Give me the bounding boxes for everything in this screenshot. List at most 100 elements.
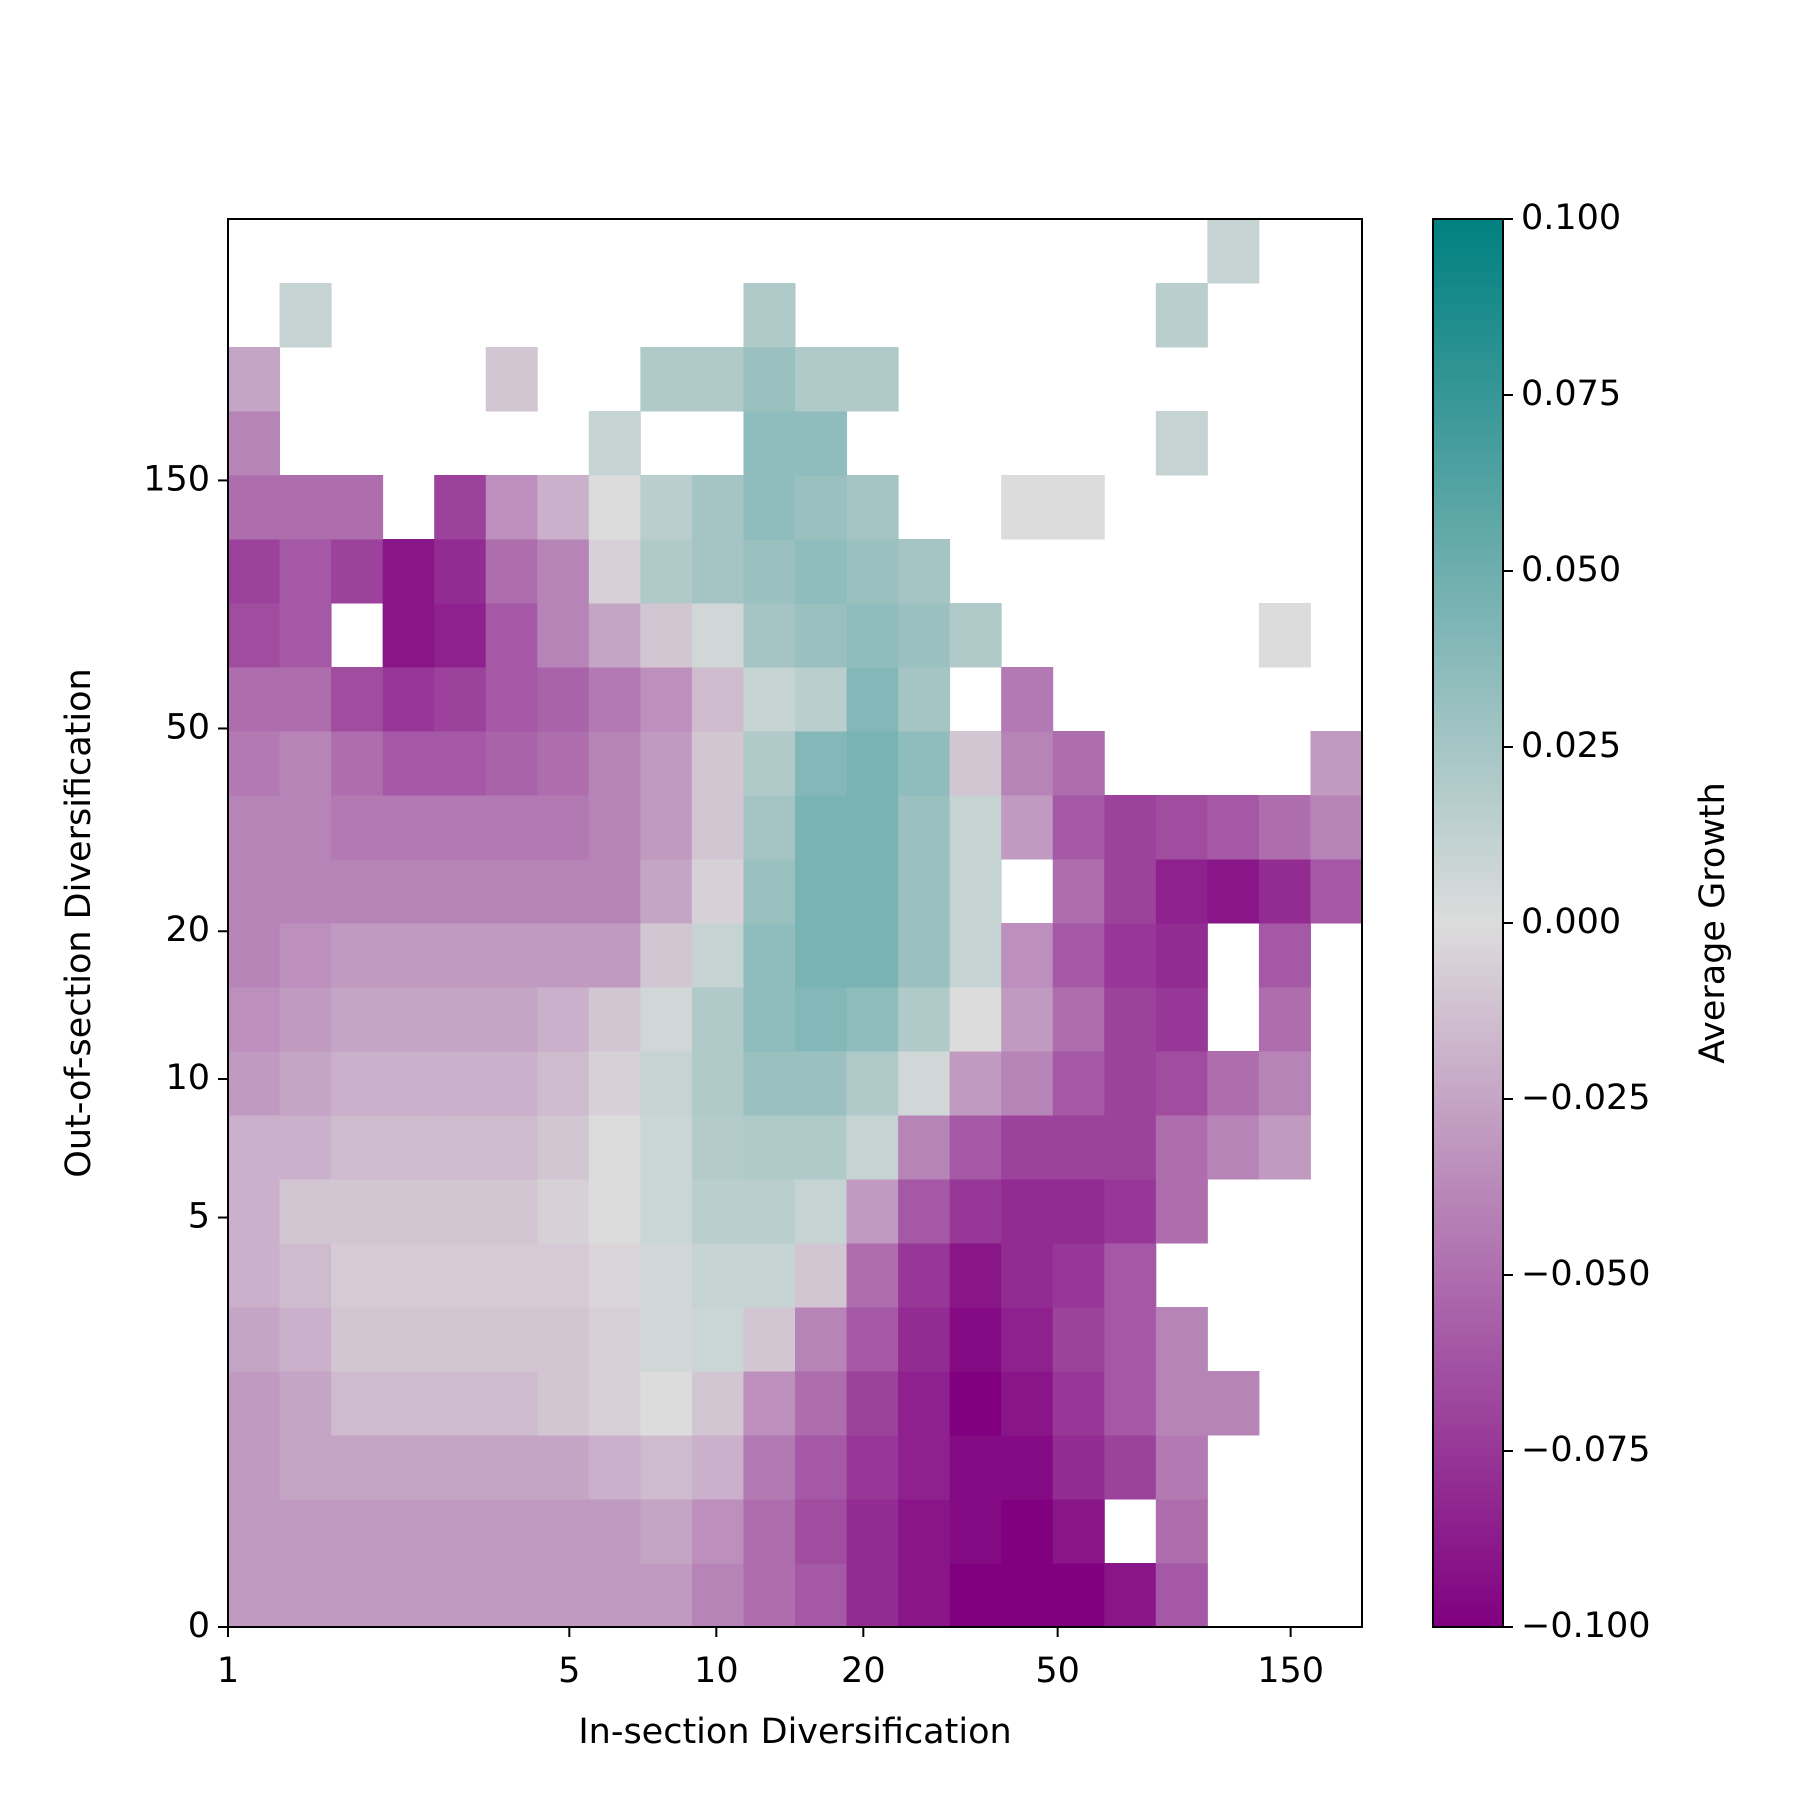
- heatmap-cell: [846, 923, 899, 988]
- heatmap-cell: [537, 1371, 590, 1436]
- heatmap-cell: [1052, 1243, 1105, 1308]
- heatmap-cell: [485, 1435, 538, 1500]
- heatmap-cell: [434, 1499, 487, 1564]
- heatmap-cell: [537, 667, 590, 732]
- heatmap-cell: [1155, 987, 1208, 1052]
- heatmap-cell: [331, 475, 384, 540]
- heatmap-cell: [1207, 219, 1260, 284]
- heatmap-cell: [1207, 1371, 1260, 1436]
- heatmap-cell: [949, 923, 1002, 988]
- heatmap-cell: [846, 1563, 899, 1628]
- heatmap-cell: [382, 1371, 435, 1436]
- heatmap-cell: [691, 731, 744, 796]
- heatmap-cell: [640, 1499, 693, 1564]
- heatmap-cell: [588, 987, 641, 1052]
- heatmap-cell: [331, 1499, 384, 1564]
- heatmap-cell: [1207, 1051, 1260, 1116]
- heatmap-cell: [588, 731, 641, 796]
- heatmap-cell: [279, 795, 332, 860]
- heatmap-cell: [898, 1179, 951, 1244]
- heatmap-cell: [691, 475, 744, 540]
- heatmap-cell: [1207, 1115, 1260, 1180]
- heatmap-cell: [588, 539, 641, 604]
- heatmap-cell: [898, 1243, 951, 1308]
- heatmap-cell: [331, 795, 384, 860]
- colorbar-label: Average Growth: [1693, 782, 1733, 1064]
- heatmap-cell: [588, 475, 641, 540]
- heatmap-cell: [846, 347, 899, 412]
- heatmap-cell: [795, 731, 848, 796]
- colorbar-tick-label: −0.075: [1521, 1430, 1651, 1470]
- heatmap-cell: [949, 1307, 1002, 1372]
- colorbar-tick-label: 0.100: [1521, 198, 1621, 238]
- heatmap-cell: [949, 1499, 1002, 1564]
- heatmap-cell: [331, 539, 384, 604]
- heatmap-cell: [382, 603, 435, 668]
- heatmap-cell: [537, 1179, 590, 1244]
- heatmap-cell: [588, 1051, 641, 1116]
- heatmap-cell: [1258, 923, 1311, 988]
- heatmap-cell: [485, 1243, 538, 1308]
- heatmap-cell: [1001, 1115, 1054, 1180]
- heatmap-cell: [588, 1307, 641, 1372]
- heatmap-cell: [228, 1371, 281, 1436]
- heatmap-cell: [795, 1243, 848, 1308]
- heatmap-cell: [485, 475, 538, 540]
- heatmap-cell: [382, 1307, 435, 1372]
- x-tick-label: 20: [841, 1651, 886, 1691]
- heatmap-cell: [588, 923, 641, 988]
- heatmap-cell: [691, 1307, 744, 1372]
- heatmap-cell: [382, 1051, 435, 1116]
- heatmap-cell: [949, 1371, 1002, 1436]
- heatmap-cell: [228, 411, 281, 476]
- y-axis-label: Out-of-section Diversification: [59, 668, 99, 1177]
- heatmap-cell: [279, 923, 332, 988]
- heatmap-cell: [537, 859, 590, 924]
- heatmap-cell: [1104, 1371, 1157, 1436]
- heatmap-cell: [537, 1499, 590, 1564]
- heatmap-cell: [1155, 1371, 1208, 1436]
- heatmap-cell: [691, 1051, 744, 1116]
- heatmap-cell: [640, 539, 693, 604]
- heatmap-cell: [795, 1371, 848, 1436]
- heatmap-cell: [949, 1179, 1002, 1244]
- heatmap-cell: [382, 1179, 435, 1244]
- heatmap-cell: [331, 859, 384, 924]
- heatmap-cell: [1155, 859, 1208, 924]
- heatmap-cell: [331, 1435, 384, 1500]
- heatmap-cell: [1104, 1307, 1157, 1372]
- heatmap-cell: [279, 539, 332, 604]
- heatmap-cell: [949, 1115, 1002, 1180]
- heatmap-cell: [1052, 1563, 1105, 1628]
- heatmap-cell: [795, 667, 848, 732]
- heatmap-cell: [485, 987, 538, 1052]
- heatmap-cell: [846, 667, 899, 732]
- heatmap-cell: [846, 539, 899, 604]
- heatmap-cell: [228, 731, 281, 796]
- colorbar-tick-label: −0.050: [1521, 1254, 1651, 1294]
- x-tick-label: 150: [1257, 1651, 1324, 1691]
- y-tick-label: 20: [165, 910, 210, 950]
- heatmap-cell: [1155, 1115, 1208, 1180]
- heatmap-cell: [846, 731, 899, 796]
- heatmap-cell: [588, 1115, 641, 1180]
- heatmap-cell: [537, 1435, 590, 1500]
- heatmap-cell: [1052, 859, 1105, 924]
- heatmap-cell: [846, 1499, 899, 1564]
- heatmap-cells: [228, 219, 1363, 1628]
- heatmap-cell: [382, 1499, 435, 1564]
- heatmap-cell: [588, 795, 641, 860]
- heatmap-cell: [691, 539, 744, 604]
- heatmap-cell: [434, 1307, 487, 1372]
- heatmap-cell: [640, 923, 693, 988]
- heatmap-cell: [743, 1307, 796, 1372]
- heatmap-cell: [1310, 795, 1363, 860]
- heatmap-cell: [537, 539, 590, 604]
- heatmap-cell: [279, 859, 332, 924]
- heatmap-cell: [537, 1243, 590, 1308]
- heatmap-cell: [795, 1179, 848, 1244]
- heatmap-cell: [1258, 603, 1311, 668]
- heatmap-cell: [537, 731, 590, 796]
- heatmap-cell: [1310, 731, 1363, 796]
- heatmap-cell: [537, 923, 590, 988]
